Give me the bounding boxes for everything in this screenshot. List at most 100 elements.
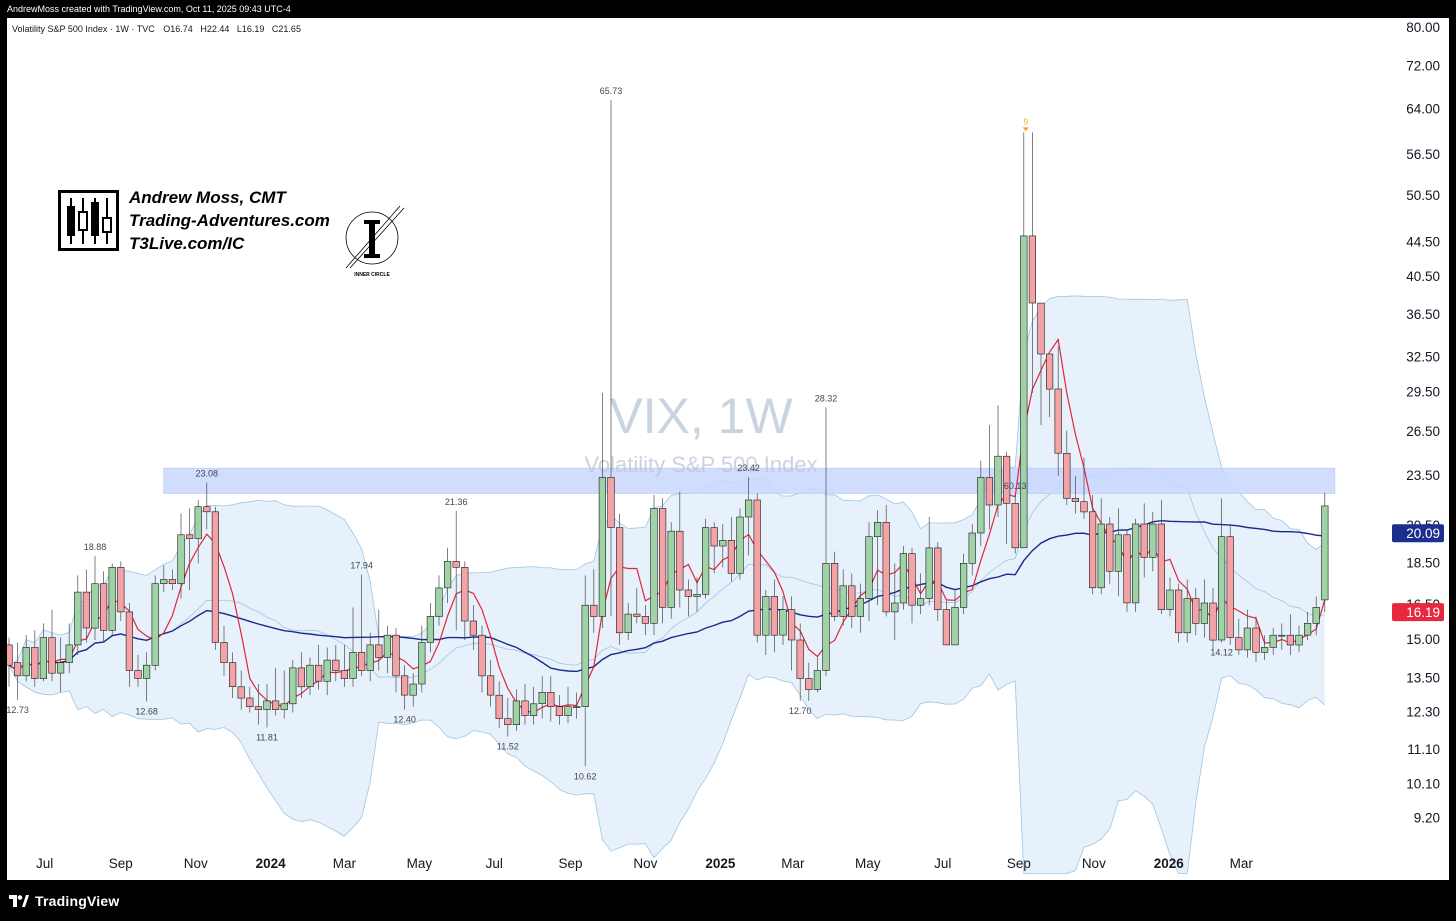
candle[interactable]	[572, 692, 581, 719]
candle[interactable]	[839, 569, 847, 626]
tradingview-logo[interactable]: TradingView	[9, 892, 119, 910]
chart-area[interactable]: VIX, 1W Volatility S&P 500 Index 12.73 18…	[7, 18, 1449, 880]
candle[interactable]	[478, 625, 486, 693]
candle[interactable]	[1243, 609, 1251, 658]
candle[interactable]	[168, 569, 177, 590]
candle[interactable]	[1200, 579, 1208, 638]
candle[interactable]	[7, 637, 13, 687]
candle[interactable]	[263, 683, 271, 728]
candle[interactable]	[229, 652, 237, 699]
candle[interactable]	[108, 563, 116, 636]
candle[interactable]	[538, 675, 546, 719]
candle[interactable]	[925, 517, 933, 606]
candle[interactable]	[607, 99, 615, 617]
candle[interactable]	[1002, 451, 1011, 545]
candle[interactable]	[332, 644, 340, 682]
candle[interactable]	[521, 683, 529, 725]
candle[interactable]	[676, 491, 684, 608]
candle[interactable]	[968, 524, 976, 576]
candle[interactable]	[1089, 495, 1097, 595]
candle[interactable]	[796, 623, 804, 701]
candle[interactable]	[598, 392, 606, 629]
candle[interactable]	[1157, 499, 1165, 615]
candle[interactable]	[220, 625, 228, 676]
candle[interactable]	[1321, 492, 1329, 613]
candle[interactable]	[727, 517, 735, 582]
candle[interactable]	[65, 623, 73, 674]
candle[interactable]	[125, 602, 133, 687]
candle[interactable]	[48, 609, 56, 682]
candle[interactable]	[658, 498, 667, 624]
candle[interactable]	[1097, 498, 1105, 595]
candle[interactable]	[547, 675, 555, 722]
candle[interactable]	[246, 686, 254, 713]
candle[interactable]	[701, 518, 710, 599]
candle[interactable]	[211, 506, 220, 650]
candle[interactable]	[186, 508, 194, 590]
candle[interactable]	[693, 577, 701, 612]
candle[interactable]	[770, 579, 778, 653]
candle[interactable]	[409, 673, 417, 707]
candle[interactable]	[418, 625, 426, 693]
candle[interactable]	[1123, 529, 1131, 612]
candle[interactable]	[366, 632, 374, 682]
candle[interactable]	[1011, 495, 1019, 554]
candle[interactable]	[1166, 577, 1174, 617]
candle[interactable]	[504, 698, 512, 737]
candle[interactable]	[736, 508, 744, 580]
candle[interactable]	[74, 575, 82, 655]
candle[interactable]	[1295, 625, 1303, 653]
candle[interactable]	[650, 495, 658, 636]
candle[interactable]	[994, 405, 1002, 518]
candle[interactable]	[160, 565, 168, 593]
candle[interactable]	[564, 686, 572, 724]
vix-chart[interactable]: VIX, 1W Volatility S&P 500 Index 12.73 18…	[7, 18, 1449, 880]
candle[interactable]	[1252, 616, 1260, 663]
candle[interactable]	[22, 635, 30, 682]
candle[interactable]	[1114, 508, 1122, 597]
candle[interactable]	[710, 522, 718, 574]
candle[interactable]	[1028, 132, 1036, 393]
candle[interactable]	[641, 605, 649, 636]
candle[interactable]	[82, 569, 90, 643]
candle[interactable]	[383, 625, 392, 674]
candle[interactable]	[1140, 503, 1148, 578]
candle[interactable]	[891, 563, 899, 641]
candle[interactable]	[469, 605, 478, 650]
candle[interactable]	[512, 689, 521, 731]
candle[interactable]	[615, 513, 624, 645]
candle[interactable]	[1226, 524, 1234, 645]
candle[interactable]	[899, 545, 907, 610]
candle[interactable]	[873, 510, 882, 606]
candle[interactable]	[1312, 596, 1320, 636]
candle[interactable]	[400, 665, 409, 710]
candle[interactable]	[744, 477, 753, 556]
candle[interactable]	[1020, 132, 1028, 549]
candle[interactable]	[495, 681, 503, 728]
candle[interactable]	[1149, 511, 1157, 572]
candle[interactable]	[1071, 475, 1079, 514]
candle[interactable]	[719, 524, 727, 568]
candle[interactable]	[529, 686, 538, 725]
candle[interactable]	[787, 596, 796, 671]
candle[interactable]	[1209, 587, 1217, 650]
candle[interactable]	[14, 642, 22, 701]
candle[interactable]	[977, 460, 985, 546]
candle[interactable]	[934, 542, 942, 622]
candle[interactable]	[1054, 346, 1062, 476]
candle[interactable]	[555, 695, 563, 725]
candle[interactable]	[985, 425, 993, 530]
candle[interactable]	[882, 505, 890, 617]
candle[interactable]	[452, 510, 460, 631]
candle[interactable]	[590, 569, 598, 633]
candle[interactable]	[443, 547, 452, 603]
candle[interactable]	[822, 407, 830, 676]
candle[interactable]	[908, 547, 916, 624]
candle[interactable]	[1132, 518, 1140, 612]
candle[interactable]	[1261, 635, 1269, 661]
candle[interactable]	[340, 644, 349, 687]
candle[interactable]	[39, 623, 47, 682]
candle[interactable]	[1192, 587, 1200, 636]
candle[interactable]	[117, 561, 125, 622]
candle[interactable]	[100, 571, 108, 643]
